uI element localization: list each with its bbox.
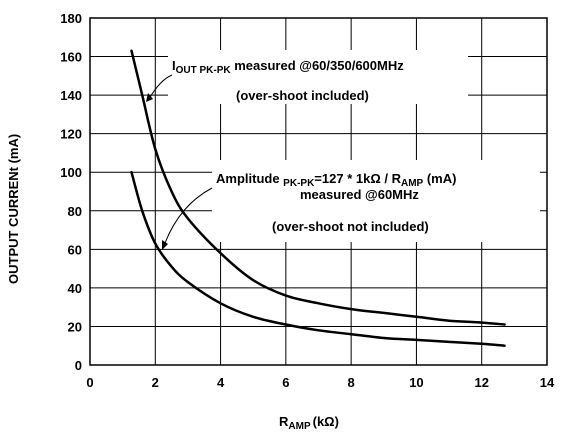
y-tick-label: 140	[60, 88, 82, 103]
y-tick-label: 180	[60, 11, 82, 26]
annotation-2-line-3: (over-shoot not included)	[272, 219, 429, 234]
plot-frame	[89, 17, 548, 366]
x-tick-label: 6	[282, 375, 289, 390]
annotation-1-line-2: (over-shoot included)	[236, 88, 369, 103]
arrowhead-2	[162, 240, 168, 250]
x-tick-label: 2	[152, 375, 159, 390]
x-tick-label: 8	[348, 375, 355, 390]
x-axis-label: RAMP (kΩ)	[279, 414, 339, 432]
y-tick-label: 120	[60, 127, 82, 142]
y-axis-label: OUTPUT CURRENt (mA)	[6, 134, 21, 284]
arrowhead-1	[146, 93, 153, 102]
y-tick-label: 0	[75, 358, 82, 373]
x-tick-label: 4	[217, 375, 225, 390]
x-tick-label: 10	[409, 375, 423, 390]
y-tick-label: 20	[68, 319, 82, 334]
x-tick-label: 12	[474, 375, 488, 390]
leader-arrow-2	[164, 187, 213, 244]
y-tick-label: 100	[60, 165, 82, 180]
leader-arrows	[146, 74, 213, 250]
annotation-2-line-1: Amplitude PK-PK=127 * 1kΩ / RAMP (mA)	[216, 171, 456, 189]
leader-arrow-1	[148, 74, 173, 100]
y-tick-label: 60	[68, 242, 82, 257]
annotation-2-line-2: measured @60MHz	[300, 187, 419, 202]
x-tick-label: 14	[540, 375, 555, 390]
x-tick-label: 0	[86, 375, 93, 390]
y-tick-label: 80	[68, 204, 82, 219]
series-line-2	[130, 170, 506, 347]
annotation-box-2	[212, 160, 540, 242]
annotation-box-1	[168, 50, 468, 104]
series-line-1	[130, 49, 506, 326]
y-tick-label: 40	[68, 281, 82, 296]
annotation-1-line-1: IOUT PK-PK measured @60/350/600MHz	[172, 58, 404, 76]
series-lines	[130, 49, 506, 347]
y-tick-label: 160	[60, 50, 82, 65]
